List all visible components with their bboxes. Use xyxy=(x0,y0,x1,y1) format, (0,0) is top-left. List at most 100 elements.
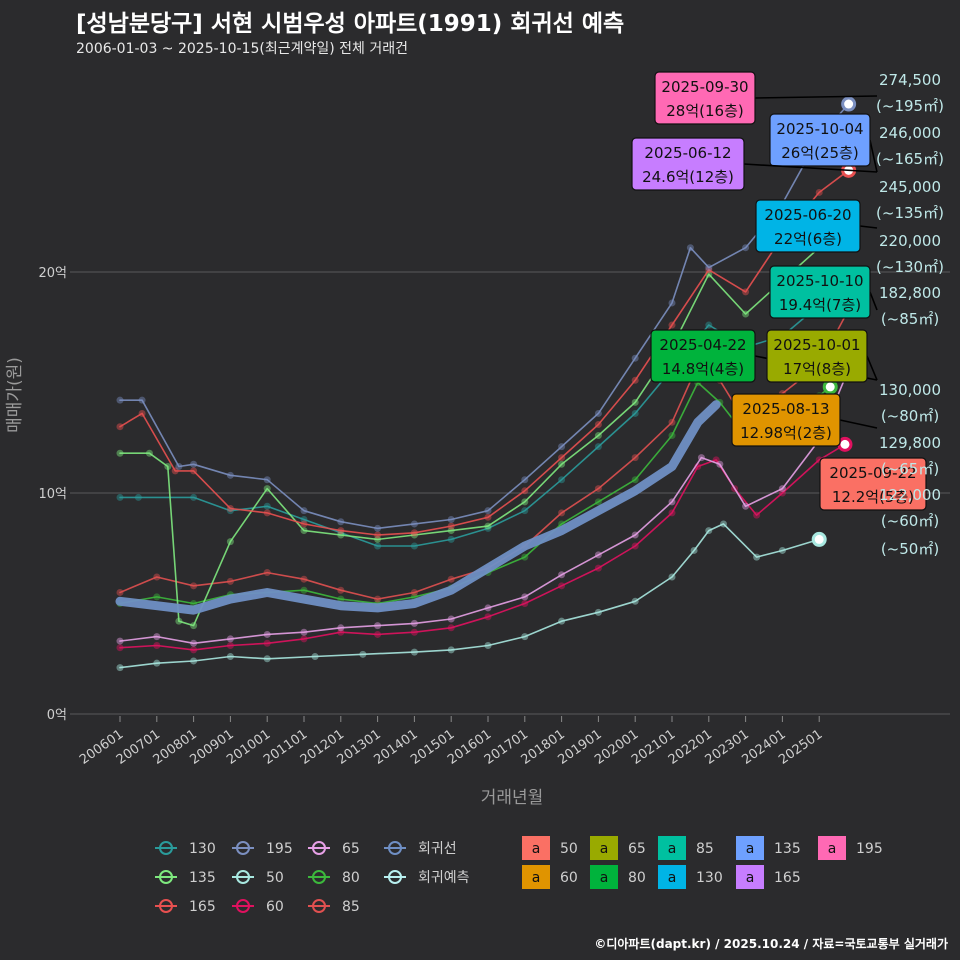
annotation-leader xyxy=(859,225,878,229)
trade-point-135 xyxy=(337,531,345,539)
trade-point-195 xyxy=(484,507,492,515)
trade-point-135 xyxy=(484,522,492,530)
annotation-box xyxy=(631,137,745,191)
legend-line-label: 135 xyxy=(189,870,216,886)
trade-point-80 xyxy=(668,432,676,440)
right-area-label: (~165㎡) xyxy=(876,150,944,168)
annotation-date: 2025-06-12 xyxy=(644,144,731,162)
trade-point-80 xyxy=(631,476,639,484)
trade-point-60 xyxy=(190,646,198,654)
trade-point-65 xyxy=(484,604,492,612)
trade-point-65 xyxy=(153,633,161,641)
trade-point-195 xyxy=(410,520,418,528)
trade-point-165 xyxy=(742,288,750,296)
trade-point-165 xyxy=(521,487,529,495)
series-line-65 xyxy=(119,372,848,645)
trade-point-65 xyxy=(337,624,345,632)
annotation-date: 2025-09-22 xyxy=(829,464,916,482)
trade-point-65 xyxy=(447,615,455,623)
chart-title: [성남분당구] 서현 시범우성 아파트(1991) 회귀선 예측 xyxy=(76,11,625,37)
trade-point-65 xyxy=(594,551,602,559)
annotation-box xyxy=(755,199,861,253)
legend-box-key xyxy=(590,865,618,889)
trade-point-60 xyxy=(337,628,345,636)
trade-point-165 xyxy=(668,321,676,329)
annotation-box xyxy=(731,393,841,447)
trade-point-65 xyxy=(226,635,234,643)
legend-line-label: 80 xyxy=(342,870,360,886)
trade-point-135 xyxy=(190,622,198,630)
trade-point-80 xyxy=(521,553,529,561)
trade-point-195 xyxy=(742,244,750,252)
trade-point-65 xyxy=(778,485,786,493)
trade-point-50 xyxy=(226,653,234,661)
trade-point-50 xyxy=(447,646,455,654)
annotation-price: 24.6억(12층) xyxy=(642,168,734,186)
trade-point-60 xyxy=(778,489,786,497)
x-axis-label: 거래년월 xyxy=(481,788,544,808)
annotation-date: 2025-04-22 xyxy=(659,336,746,354)
right-value-label: 274,500 xyxy=(879,71,941,89)
annotation-leader xyxy=(754,95,878,99)
trade-point-50 xyxy=(410,648,418,656)
trade-point-85 xyxy=(300,575,308,583)
annotation-date: 2025-09-30 xyxy=(661,78,748,96)
trade-point-165 xyxy=(226,504,234,512)
right-area-label: (~85㎡) xyxy=(881,310,939,328)
right-value-label: 246,000 xyxy=(879,124,941,142)
trade-point-60 xyxy=(594,564,602,572)
trade-point-130 xyxy=(521,507,529,515)
trade-point-50 xyxy=(753,553,761,561)
legend-line-label: 195 xyxy=(266,841,293,857)
trade-point-50 xyxy=(359,650,367,658)
trade-point-165 xyxy=(815,188,823,196)
trade-point-135 xyxy=(263,485,271,493)
trade-point-65 xyxy=(300,628,308,636)
annotation-leader xyxy=(866,355,878,381)
trade-point-165 xyxy=(594,420,602,428)
trade-point-130 xyxy=(300,516,308,524)
trade-point-135 xyxy=(374,535,382,543)
trade-point-195 xyxy=(175,462,183,470)
legend-marker-icon xyxy=(159,841,173,855)
legend-box-glyph: a xyxy=(532,870,541,886)
trade-point-165 xyxy=(138,409,146,417)
legend-box-label: 60 xyxy=(560,870,578,886)
annotation-box xyxy=(650,329,756,383)
legend-box-key xyxy=(818,836,846,860)
trade-point-60 xyxy=(447,624,455,632)
trade-point-65 xyxy=(558,571,566,579)
right-area-label: (~65㎡) xyxy=(881,460,939,478)
trade-point-165 xyxy=(171,467,179,475)
trade-point-65 xyxy=(668,498,676,506)
trade-point-130 xyxy=(116,493,124,501)
trade-point-135 xyxy=(742,310,750,318)
legend-box-glyph: a xyxy=(668,841,677,857)
trade-point-85 xyxy=(337,586,345,594)
legend-line-label: 50 xyxy=(266,870,284,886)
trade-point-165 xyxy=(558,454,566,462)
trade-point-50 xyxy=(190,657,198,665)
trade-point-60 xyxy=(263,639,271,647)
annotation-price: 12.98억(2층) xyxy=(740,424,832,442)
trade-point-80 xyxy=(594,498,602,506)
trade-point-85 xyxy=(116,588,124,596)
series-line-165 xyxy=(119,169,850,536)
trade-point-65 xyxy=(742,502,750,510)
legend-box-glyph: a xyxy=(746,841,755,857)
trade-point-165 xyxy=(705,266,713,274)
trade-point-65 xyxy=(190,639,198,647)
trade-point-135 xyxy=(521,498,529,506)
trade-point-130 xyxy=(447,535,455,543)
right-value-label: 182,800 xyxy=(879,284,941,302)
legend-marker-icon xyxy=(388,841,402,855)
trade-point-165 xyxy=(447,522,455,530)
latest-point-195 xyxy=(841,96,857,112)
trade-point-135 xyxy=(631,398,639,406)
annotation-price: 12.2억(5층) xyxy=(832,488,914,506)
legend-box-glyph: a xyxy=(828,841,837,857)
trade-point-165 xyxy=(263,509,271,517)
legend-box-key xyxy=(590,836,618,860)
trade-point-135 xyxy=(116,449,124,457)
legend-box-glyph: a xyxy=(746,870,755,886)
